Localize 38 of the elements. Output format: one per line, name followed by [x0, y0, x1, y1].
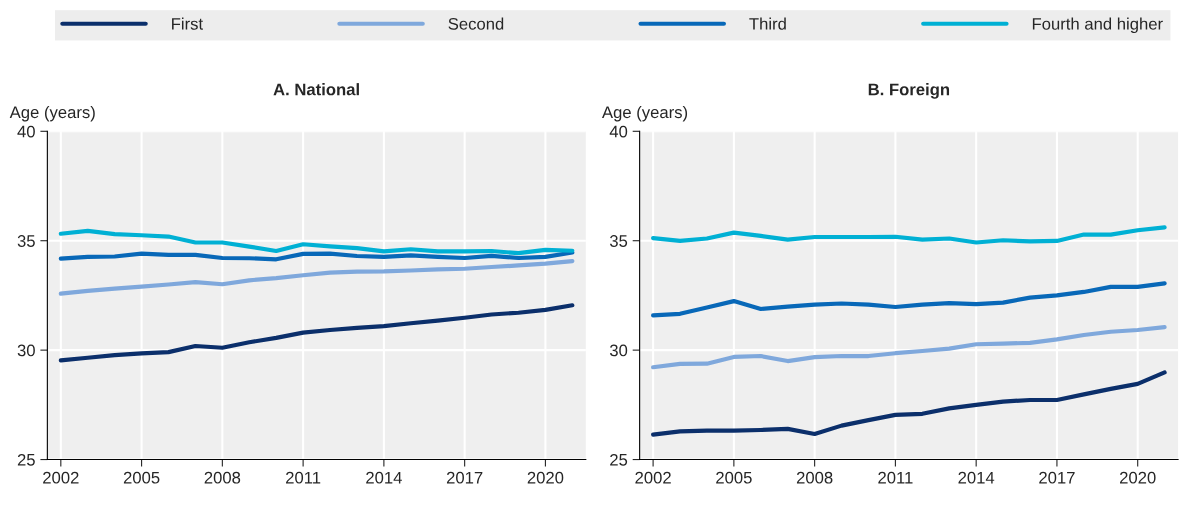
legend-label: Fourth and higher [1032, 17, 1163, 34]
x-tick-label: 2005 [716, 471, 752, 484]
y-tick-label: 40 [609, 125, 628, 138]
x-tick-label: 2005 [123, 471, 160, 484]
legend-label: First [172, 17, 203, 30]
y-tick-label: 30 [609, 344, 628, 357]
line-series [58, 250, 575, 262]
line-series [651, 281, 1167, 318]
line-series [58, 303, 575, 363]
y-tick-label: 40 [17, 125, 35, 138]
x-tick-label: 2020 [527, 471, 564, 484]
legend-label: Second [448, 17, 504, 30]
y-axis-title: Age (years) [9, 105, 95, 122]
x-tick-label: 2002 [43, 471, 79, 484]
y-tick-label: 35 [17, 235, 35, 247]
y-tick-label: 35 [609, 235, 628, 247]
x-tick-label: 2017 [446, 471, 483, 484]
y-tick-label: 25 [17, 453, 35, 466]
line-series [651, 225, 1167, 245]
line-series [58, 228, 575, 256]
x-tick-label: 2011 [286, 471, 321, 484]
line-series [58, 258, 575, 296]
x-tick-label: 2020 [1120, 471, 1156, 484]
y-tick-label: 25 [610, 453, 628, 466]
x-tick-label: 2014 [958, 471, 995, 484]
x-tick-label: 2011 [878, 471, 913, 484]
x-tick-label: 2008 [204, 471, 241, 484]
legend-label: Third [749, 17, 786, 30]
y-axis-title: Age (years) [601, 105, 688, 122]
x-tick-label: 2002 [635, 471, 671, 484]
x-tick-label: 2017 [1039, 471, 1075, 484]
line-series [651, 370, 1167, 437]
chart-title: B. Foreign [868, 83, 950, 99]
line-series [651, 325, 1167, 370]
x-tick-label: 2008 [796, 471, 833, 484]
chart-title: A. National [273, 83, 359, 96]
x-tick-label: 2014 [366, 471, 402, 484]
y-tick-label: 30 [17, 344, 35, 357]
